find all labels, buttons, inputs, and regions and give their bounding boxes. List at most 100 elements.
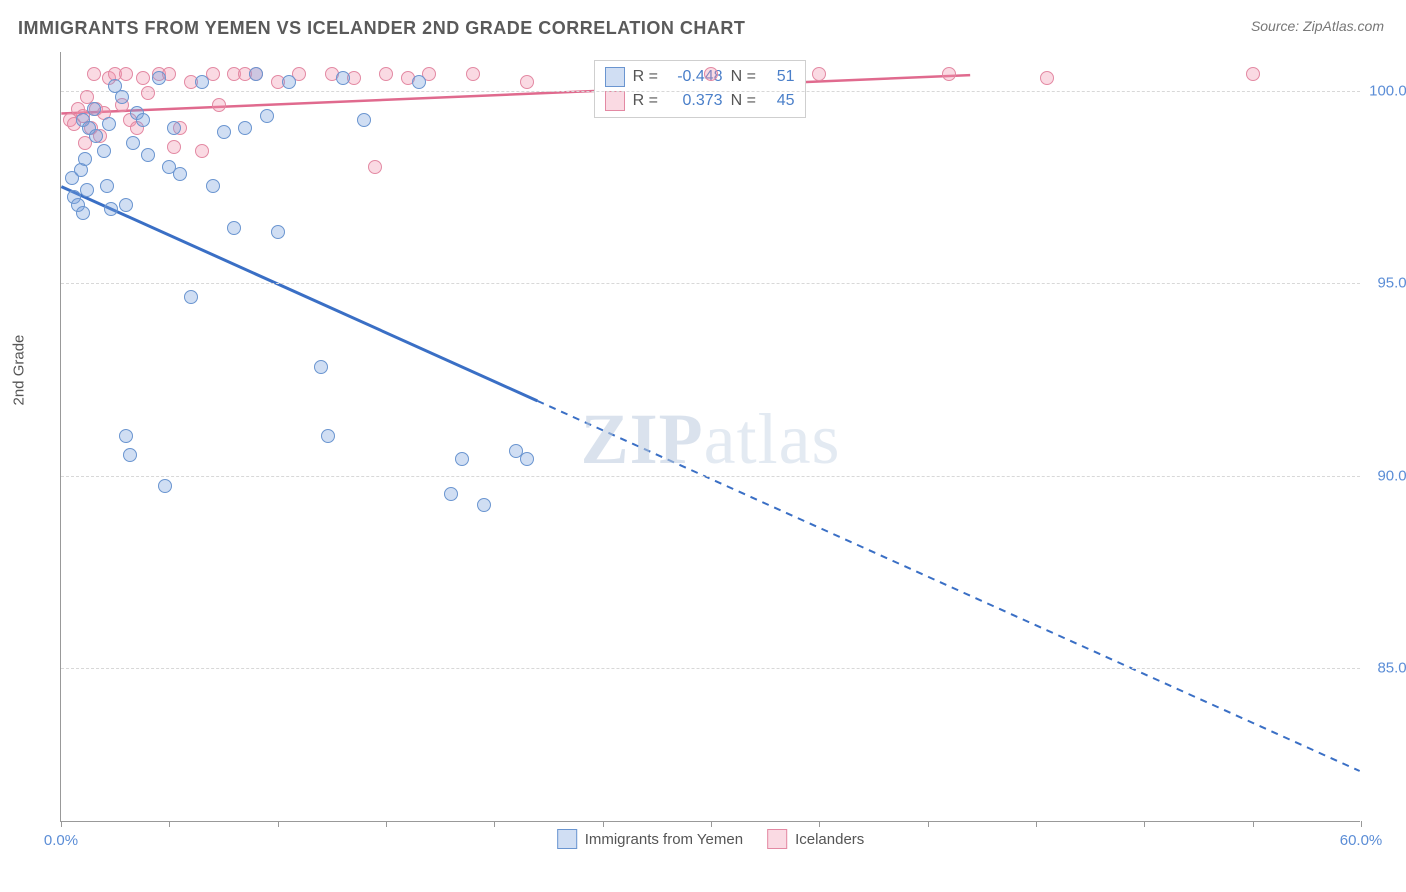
x-tick	[61, 821, 62, 827]
legend-swatch-yemen	[557, 829, 577, 849]
header: IMMIGRANTS FROM YEMEN VS ICELANDER 2ND G…	[0, 0, 1406, 45]
yemen-point	[227, 221, 241, 235]
x-tick	[1253, 821, 1254, 827]
yemen-point	[455, 452, 469, 466]
r-label: R =	[633, 68, 659, 86]
yemen-point	[412, 75, 426, 89]
yemen-point	[158, 479, 172, 493]
iceland-point	[379, 67, 393, 81]
yemen-point	[89, 129, 103, 143]
iceland-point	[119, 67, 133, 81]
yemen-point	[357, 113, 371, 127]
chart-title: IMMIGRANTS FROM YEMEN VS ICELANDER 2ND G…	[18, 18, 745, 39]
legend-row-yemen: R =-0.448N =51	[605, 65, 795, 89]
yemen-point	[167, 121, 181, 135]
x-tick	[494, 821, 495, 827]
iceland-point	[368, 160, 382, 174]
n-label: N =	[731, 92, 757, 110]
yemen-point	[249, 67, 263, 81]
n-value: 51	[765, 68, 795, 86]
y-tick-label: 85.0%	[1377, 660, 1406, 677]
y-tick-label: 100.0%	[1369, 82, 1406, 99]
yemen-point	[119, 198, 133, 212]
iceland-point	[195, 144, 209, 158]
yemen-point	[152, 71, 166, 85]
yemen-point	[173, 167, 187, 181]
y-tick-label: 95.0%	[1377, 275, 1406, 292]
x-tick	[1144, 821, 1145, 827]
iceland-point	[1246, 67, 1260, 81]
yemen-point	[314, 360, 328, 374]
iceland-point	[520, 75, 534, 89]
chart-plot-area: 2nd Grade ZIPatlas R =-0.448N =51R =0.37…	[60, 52, 1360, 822]
iceland-point	[466, 67, 480, 81]
x-tick	[1361, 821, 1362, 827]
iceland-point	[212, 98, 226, 112]
yemen-point	[321, 429, 335, 443]
legend-swatch-yemen	[605, 67, 625, 87]
yemen-point	[217, 125, 231, 139]
yemen-point	[271, 225, 285, 239]
series-legend-item-iceland: Icelanders	[767, 829, 864, 849]
yemen-point	[444, 487, 458, 501]
series-label: Icelanders	[795, 831, 864, 848]
yemen-point	[100, 179, 114, 193]
yemen-point	[336, 71, 350, 85]
iceland-point	[942, 67, 956, 81]
yemen-point	[141, 148, 155, 162]
yemen-point	[123, 448, 137, 462]
x-tick-label: 0.0%	[44, 832, 78, 849]
yemen-point	[282, 75, 296, 89]
iceland-point	[136, 71, 150, 85]
yemen-point	[87, 102, 101, 116]
n-value: 45	[765, 92, 795, 110]
iceland-point	[812, 67, 826, 81]
iceland-point	[1040, 71, 1054, 85]
source-attribution: Source: ZipAtlas.com	[1251, 18, 1384, 34]
iceland-point	[704, 67, 718, 81]
yemen-point	[184, 290, 198, 304]
iceland-point	[87, 67, 101, 81]
yemen-point	[78, 152, 92, 166]
x-tick	[278, 821, 279, 827]
yemen-point	[119, 429, 133, 443]
y-axis-label: 2nd Grade	[11, 334, 28, 405]
x-tick	[603, 821, 604, 827]
series-legend-item-yemen: Immigrants from Yemen	[557, 829, 743, 849]
gridline	[61, 476, 1360, 477]
legend-row-iceland: R =0.373N =45	[605, 89, 795, 113]
x-tick	[386, 821, 387, 827]
gridline	[61, 283, 1360, 284]
gridline	[61, 91, 1360, 92]
yemen-point	[520, 452, 534, 466]
yemen-point	[126, 136, 140, 150]
series-legend: Immigrants from Yemen Icelanders	[557, 829, 865, 849]
n-label: N =	[731, 68, 757, 86]
yemen-point	[97, 144, 111, 158]
iceland-point	[167, 140, 181, 154]
yemen-point	[104, 202, 118, 216]
legend-swatch-iceland	[767, 829, 787, 849]
gridline	[61, 668, 1360, 669]
y-tick-label: 90.0%	[1377, 467, 1406, 484]
yemen-point	[102, 117, 116, 131]
yemen-point	[195, 75, 209, 89]
yemen-point	[206, 179, 220, 193]
x-tick	[928, 821, 929, 827]
iceland-point	[141, 86, 155, 100]
correlation-legend: R =-0.448N =51R =0.373N =45	[594, 60, 806, 118]
yemen-point	[80, 183, 94, 197]
trend-lines-layer	[61, 52, 1360, 821]
legend-swatch-iceland	[605, 91, 625, 111]
x-tick-label: 60.0%	[1340, 832, 1383, 849]
source-name: ZipAtlas.com	[1303, 18, 1384, 34]
x-tick	[1036, 821, 1037, 827]
source-prefix: Source:	[1251, 18, 1303, 34]
x-tick	[711, 821, 712, 827]
yemen-point	[477, 498, 491, 512]
yemen-point	[76, 206, 90, 220]
r-label: R =	[633, 92, 659, 110]
yemen-point	[115, 90, 129, 104]
x-tick	[819, 821, 820, 827]
series-label: Immigrants from Yemen	[585, 831, 743, 848]
